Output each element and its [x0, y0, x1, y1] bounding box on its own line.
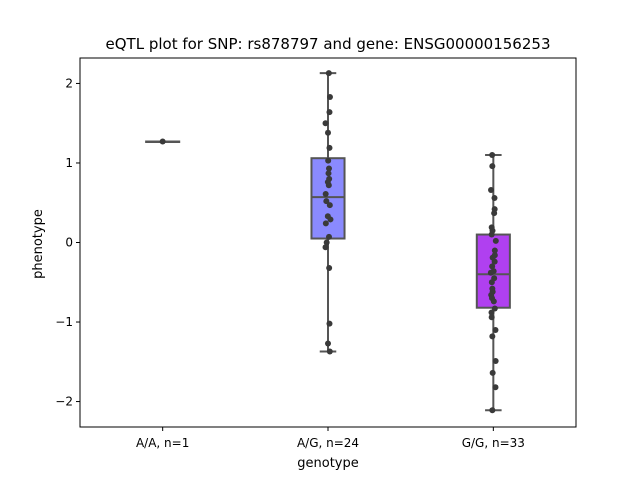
y-axis-label: phenotype	[31, 209, 46, 279]
data-point	[489, 333, 496, 340]
axis-ticks: −2 −1 0 1 2 A/A, n=1 A/G, n=24 G/G, n=33	[55, 76, 525, 450]
data-point	[326, 109, 333, 116]
data-point	[326, 202, 333, 209]
data-point	[326, 348, 333, 355]
data-point	[323, 198, 330, 205]
data-point	[492, 237, 499, 244]
data-point	[489, 263, 496, 270]
data-point	[325, 157, 332, 164]
data-point	[325, 165, 332, 172]
data-point	[492, 357, 499, 364]
data-point	[322, 244, 329, 251]
data-point	[325, 233, 332, 240]
data-point	[325, 170, 332, 177]
data-point	[326, 320, 333, 327]
data-point	[488, 231, 495, 238]
x-tick-label: A/G, n=24	[297, 436, 359, 450]
data-point	[488, 314, 495, 321]
data-point	[327, 216, 334, 223]
data-point	[488, 309, 495, 316]
data-point	[490, 298, 497, 305]
data-point	[326, 144, 333, 151]
plot-frame	[79, 57, 577, 428]
x-axis-label: genotype	[297, 456, 358, 471]
y-tick-label: 2	[65, 76, 73, 90]
data-point	[489, 152, 496, 159]
data-point	[489, 369, 496, 376]
data-point	[325, 340, 331, 347]
data-point	[491, 247, 498, 254]
data-point	[159, 138, 166, 145]
data-point	[491, 305, 498, 312]
data-point	[325, 129, 331, 136]
data-point	[325, 70, 332, 77]
data-point	[322, 220, 329, 227]
y-tick-label: −2	[55, 395, 73, 409]
data-point	[491, 210, 498, 217]
data-point	[323, 239, 330, 246]
x-tick-label: G/G, n=33	[462, 436, 525, 450]
data-point	[325, 182, 332, 189]
data-point	[488, 187, 495, 194]
data-point	[491, 194, 498, 201]
data-point	[492, 326, 499, 333]
data-point	[322, 190, 329, 197]
y-tick-label: 1	[65, 156, 73, 170]
data-point	[491, 258, 498, 265]
x-tick-label: A/A, n=1	[136, 436, 189, 450]
data-point	[322, 120, 329, 127]
data-point	[487, 269, 494, 276]
y-tick-label: 0	[65, 236, 73, 250]
y-tick-label: −1	[55, 315, 73, 329]
chart-title: eQTL plot for SNP: rs878797 and gene: EN…	[106, 35, 551, 53]
data-point	[326, 93, 333, 100]
data-point	[488, 279, 495, 286]
data-point	[492, 384, 499, 391]
data-point	[489, 163, 496, 170]
data-point	[489, 407, 496, 414]
point-layer	[159, 70, 499, 414]
data-point	[326, 264, 333, 271]
